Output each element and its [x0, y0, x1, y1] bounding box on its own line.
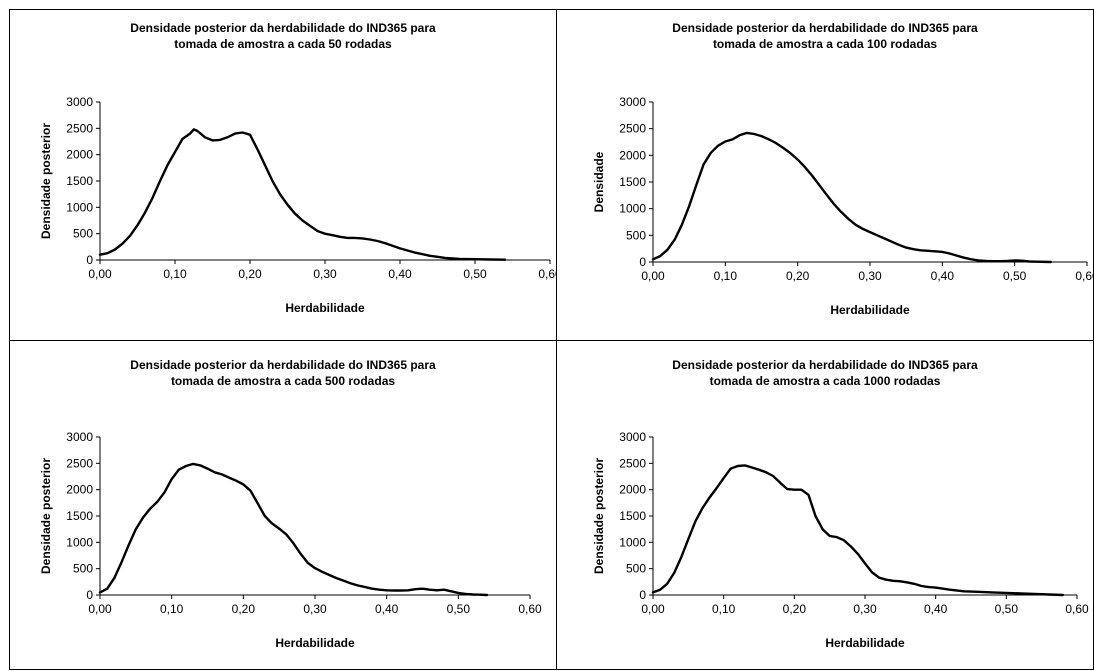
y-tick-label: 1000 — [66, 200, 93, 214]
y-tick-label: 2000 — [619, 483, 646, 497]
x-tick-label: 0,40 — [375, 602, 399, 616]
chart-title: Densidade posterior da herdabilidade do … — [557, 20, 1093, 52]
y-tick-label: 500 — [626, 562, 646, 576]
chart-100: 0 500 1000 1500 2000 2500 3000 0,00 0,10 0,20 0,30… — [592, 95, 1094, 317]
y-tick-label: 2500 — [619, 122, 646, 136]
y-tick-label: 0 — [639, 588, 646, 602]
x-tick-label: 0,20 — [238, 267, 262, 281]
y-tick-label: 2000 — [66, 483, 93, 497]
chart-title-line-2: tomada de amostra a cada 50 rodadas — [174, 37, 392, 51]
x-tick-label: 0,50 — [1003, 269, 1027, 283]
chart-title: Densidade posterior da herdabilidade do … — [10, 357, 556, 389]
x-tick-label: 0,60 — [1065, 602, 1089, 616]
x-tick-label: 0,30 — [853, 602, 877, 616]
chart-panel-1000: Densidade posterior da herdabilidade do … — [556, 340, 1094, 670]
x-tick-label: 0,00 — [88, 267, 112, 281]
x-tick-label: 0,00 — [88, 602, 112, 616]
y-tick-label: 1500 — [66, 174, 93, 188]
y-tick-label: 3000 — [619, 95, 646, 109]
x-axis-label: Herdabilidade — [275, 636, 355, 650]
y-tick-label: 3000 — [66, 95, 93, 109]
x-tick-label: 0,20 — [786, 269, 810, 283]
x-tick-label: 0,30 — [313, 267, 337, 281]
chart-title: Densidade posterior da herdabilidade do … — [10, 20, 556, 52]
chart-title-line-1: Densidade posterior da herdabilidade do … — [130, 358, 436, 372]
y-tick-label: 1500 — [619, 509, 646, 523]
y-tick-label: 500 — [73, 562, 93, 576]
x-tick-label: 0,30 — [858, 269, 882, 283]
chart-50: 0 500 1000 1500 2000 2500 3000 0,00 0,10 0,20 0,30… — [39, 95, 558, 315]
y-tick-label: 0 — [639, 255, 646, 269]
density-curve — [98, 462, 489, 597]
y-tick-label: 2500 — [66, 121, 93, 135]
y-tick-label: 1500 — [619, 175, 646, 189]
x-tick-label: 0,10 — [714, 269, 738, 283]
y-tick-label: 0 — [86, 253, 93, 267]
y-tick-label: 3000 — [619, 430, 646, 444]
chart-title-line-1: Densidade posterior da herdabilidade do … — [672, 21, 978, 35]
chart-panel-50: Densidade posterior da herdabilidade do … — [9, 9, 558, 341]
x-tick-label: 0,10 — [712, 602, 736, 616]
x-tick-label: 0,00 — [641, 269, 665, 283]
x-tick-label: 0,40 — [924, 602, 948, 616]
y-tick-label: 2500 — [619, 456, 646, 470]
x-tick-label: 0,50 — [447, 602, 471, 616]
y-tick-label: 0 — [86, 588, 93, 602]
y-tick-label: 1500 — [66, 509, 93, 523]
chart-500: 0 500 1000 1500 2000 2500 3000 0,00 0,10 0,20 0,30… — [39, 430, 542, 650]
y-axis-label: Densidade posterior — [39, 458, 53, 574]
x-tick-label: 0,10 — [160, 602, 184, 616]
x-tick-label: 0,20 — [232, 602, 256, 616]
x-axis-label: Herdabilidade — [285, 301, 365, 315]
chart-1000: 0 500 1000 1500 2000 2500 3000 0,00 0,10 0,20 0,30… — [592, 430, 1089, 650]
chart-title: Densidade posterior da herdabilidade do … — [557, 357, 1093, 389]
y-axis-label: Densidade posterior — [39, 123, 53, 239]
chart-panel-100: Densidade posterior da herdabilidade do … — [556, 9, 1094, 341]
y-axis-label: Densidade posterior — [592, 458, 606, 574]
y-tick-label: 500 — [73, 227, 93, 241]
y-tick-label: 500 — [626, 228, 646, 242]
chart-title-line-2: tomada de amostra a cada 1000 rodadas — [709, 374, 941, 388]
y-tick-label: 2000 — [619, 148, 646, 162]
y-tick-label: 1000 — [619, 535, 646, 549]
x-axis-label: Herdabilidade — [825, 636, 905, 650]
y-axis-label: Densidade — [592, 151, 606, 212]
density-curve — [651, 131, 1052, 264]
x-tick-label: 0,40 — [388, 267, 412, 281]
x-tick-label: 0,60 — [538, 267, 558, 281]
density-curve — [651, 464, 1065, 597]
y-tick-label: 1000 — [66, 535, 93, 549]
x-tick-label: 0,60 — [518, 602, 542, 616]
x-axis-label: Herdabilidade — [830, 303, 910, 317]
x-tick-label: 0,00 — [641, 602, 665, 616]
density-curve — [98, 128, 507, 261]
x-tick-label: 0,20 — [783, 602, 807, 616]
x-tick-label: 0,60 — [1075, 269, 1094, 283]
chart-title-line-2: tomada de amostra a cada 500 rodadas — [170, 374, 396, 388]
y-tick-label: 2000 — [66, 148, 93, 162]
x-tick-label: 0,30 — [303, 602, 327, 616]
chart-panel-500: Densidade posterior da herdabilidade do … — [9, 340, 557, 670]
y-tick-label: 2500 — [66, 456, 93, 470]
x-tick-label: 0,10 — [163, 267, 187, 281]
chart-title-line-1: Densidade posterior da herdabilidade do … — [130, 21, 436, 35]
x-tick-label: 0,40 — [931, 269, 955, 283]
chart-title-line-1: Densidade posterior da herdabilidade do … — [672, 358, 978, 372]
chart-title-line-2: tomada de amostra a cada 100 rodadas — [712, 37, 938, 51]
y-tick-label: 1000 — [619, 202, 646, 216]
x-tick-label: 0,50 — [463, 267, 487, 281]
y-tick-label: 3000 — [66, 430, 93, 444]
x-tick-label: 0,50 — [995, 602, 1019, 616]
